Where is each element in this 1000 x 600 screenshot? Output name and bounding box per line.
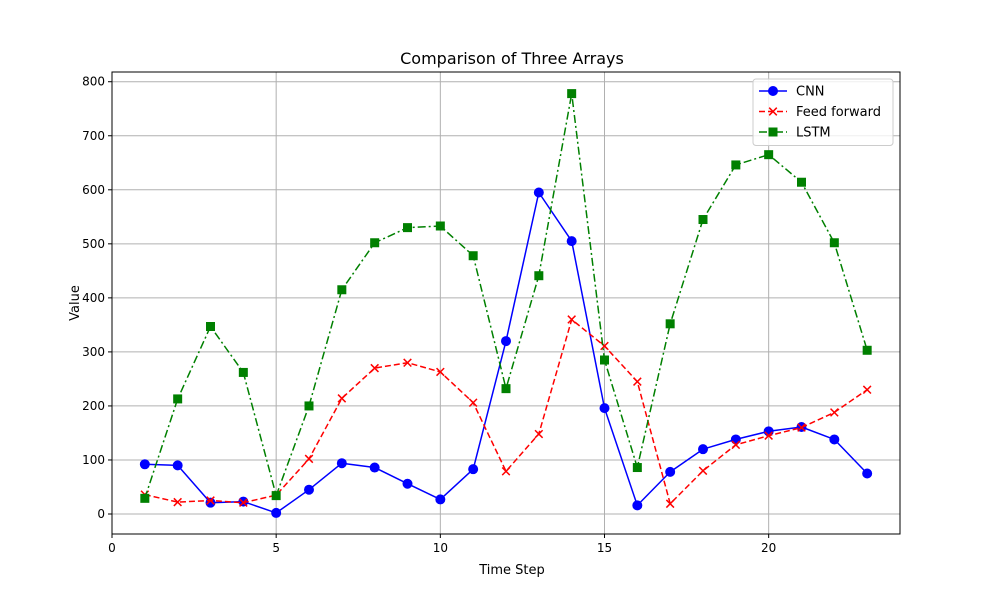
data-point: [239, 498, 248, 507]
series-lstm: [140, 89, 872, 503]
legend-item: LSTM: [759, 126, 831, 141]
data-point: [271, 491, 281, 501]
y-tick-label: 800: [82, 75, 105, 89]
data-point: [567, 89, 577, 99]
data-point: [501, 466, 511, 476]
legend-marker: [768, 107, 778, 116]
data-point: [829, 238, 839, 248]
data-point: [304, 454, 314, 464]
legend-label: CNN: [796, 85, 825, 100]
data-point: [435, 221, 445, 231]
data-point: [731, 440, 741, 450]
data-point: [797, 177, 806, 187]
data-point: [139, 459, 150, 470]
x-axis-ticks: 0 5 10 15 20: [108, 534, 776, 555]
data-point: [140, 493, 150, 503]
data-point: [698, 444, 708, 455]
data-point: [468, 251, 478, 261]
y-tick-label: 0: [97, 507, 105, 521]
data-point: [337, 285, 347, 295]
data-point: [206, 496, 215, 505]
y-tick-label: 100: [82, 453, 105, 467]
y-axis-label: Value: [68, 285, 83, 321]
data-point: [566, 236, 577, 247]
data-point: [665, 499, 675, 509]
series-line: [144, 318, 868, 505]
data-point: [534, 271, 544, 281]
legend-label: Feed forward: [796, 105, 881, 120]
data-point: [665, 319, 675, 329]
legend: CNN Feed forward LSTM: [752, 78, 894, 146]
legend-marker: [768, 86, 778, 96]
x-tick-label: 15: [597, 541, 612, 555]
grid-lines: [111, 72, 900, 534]
x-tick-label: 10: [433, 541, 448, 555]
data-point: [533, 187, 544, 198]
series-feed-forward: [140, 315, 872, 509]
legend-box: [752, 78, 894, 146]
data-point: [468, 464, 479, 475]
data-point: [370, 363, 379, 373]
data-point: [764, 150, 774, 160]
x-axis-label: Time Step: [478, 563, 545, 578]
data-point: [369, 462, 380, 473]
data-point: [797, 423, 806, 432]
data-point: [238, 367, 248, 377]
data-point: [304, 484, 314, 495]
chart-title: Comparison of Three Arrays: [400, 49, 624, 68]
data-point: [435, 494, 446, 505]
data-point: [501, 336, 511, 347]
y-tick-label: 700: [82, 129, 105, 143]
y-tick-label: 600: [82, 183, 105, 197]
data-point: [337, 394, 347, 403]
data-point: [600, 355, 609, 365]
plot-frame: [111, 71, 901, 535]
data-point: [468, 398, 478, 408]
data-point: [665, 466, 676, 477]
data-point: [567, 315, 576, 324]
data-point: [370, 238, 380, 248]
x-tick-label: 0: [108, 541, 116, 555]
data-point: [403, 223, 412, 233]
series-group: [139, 89, 873, 518]
data-point: [698, 466, 708, 476]
data-point: [862, 385, 872, 395]
data-point: [403, 358, 412, 368]
legend-item: CNN: [759, 85, 825, 100]
data-point: [501, 384, 511, 394]
data-point: [698, 215, 708, 225]
data-point: [304, 401, 314, 411]
x-tick-label: 5: [272, 541, 280, 555]
y-tick-label: 200: [82, 399, 105, 413]
data-point: [206, 322, 215, 332]
x-tick-label: 20: [761, 541, 776, 555]
data-point: [830, 408, 839, 417]
data-point: [173, 394, 183, 404]
data-point: [632, 463, 642, 473]
data-point: [829, 434, 840, 445]
data-point: [862, 345, 872, 355]
legend-marker: [768, 127, 778, 137]
legend-label: LSTM: [796, 126, 831, 141]
data-point: [336, 458, 347, 469]
y-tick-label: 300: [82, 345, 105, 359]
y-tick-label: 500: [82, 237, 105, 251]
y-tick-label: 400: [82, 291, 105, 305]
legend-item: Feed forward: [759, 105, 881, 120]
data-point: [632, 500, 643, 511]
data-point: [862, 468, 873, 479]
data-point: [599, 403, 610, 414]
data-point: [436, 367, 445, 377]
data-point: [534, 429, 544, 439]
data-point: [764, 431, 773, 440]
data-point: [172, 460, 183, 471]
data-point: [173, 497, 182, 507]
data-point: [402, 478, 413, 489]
data-point: [731, 160, 741, 170]
data-point: [271, 507, 282, 518]
y-axis-ticks: 0 100 200 300 400 500 600 700 800: [82, 75, 112, 521]
data-point: [633, 377, 642, 386]
